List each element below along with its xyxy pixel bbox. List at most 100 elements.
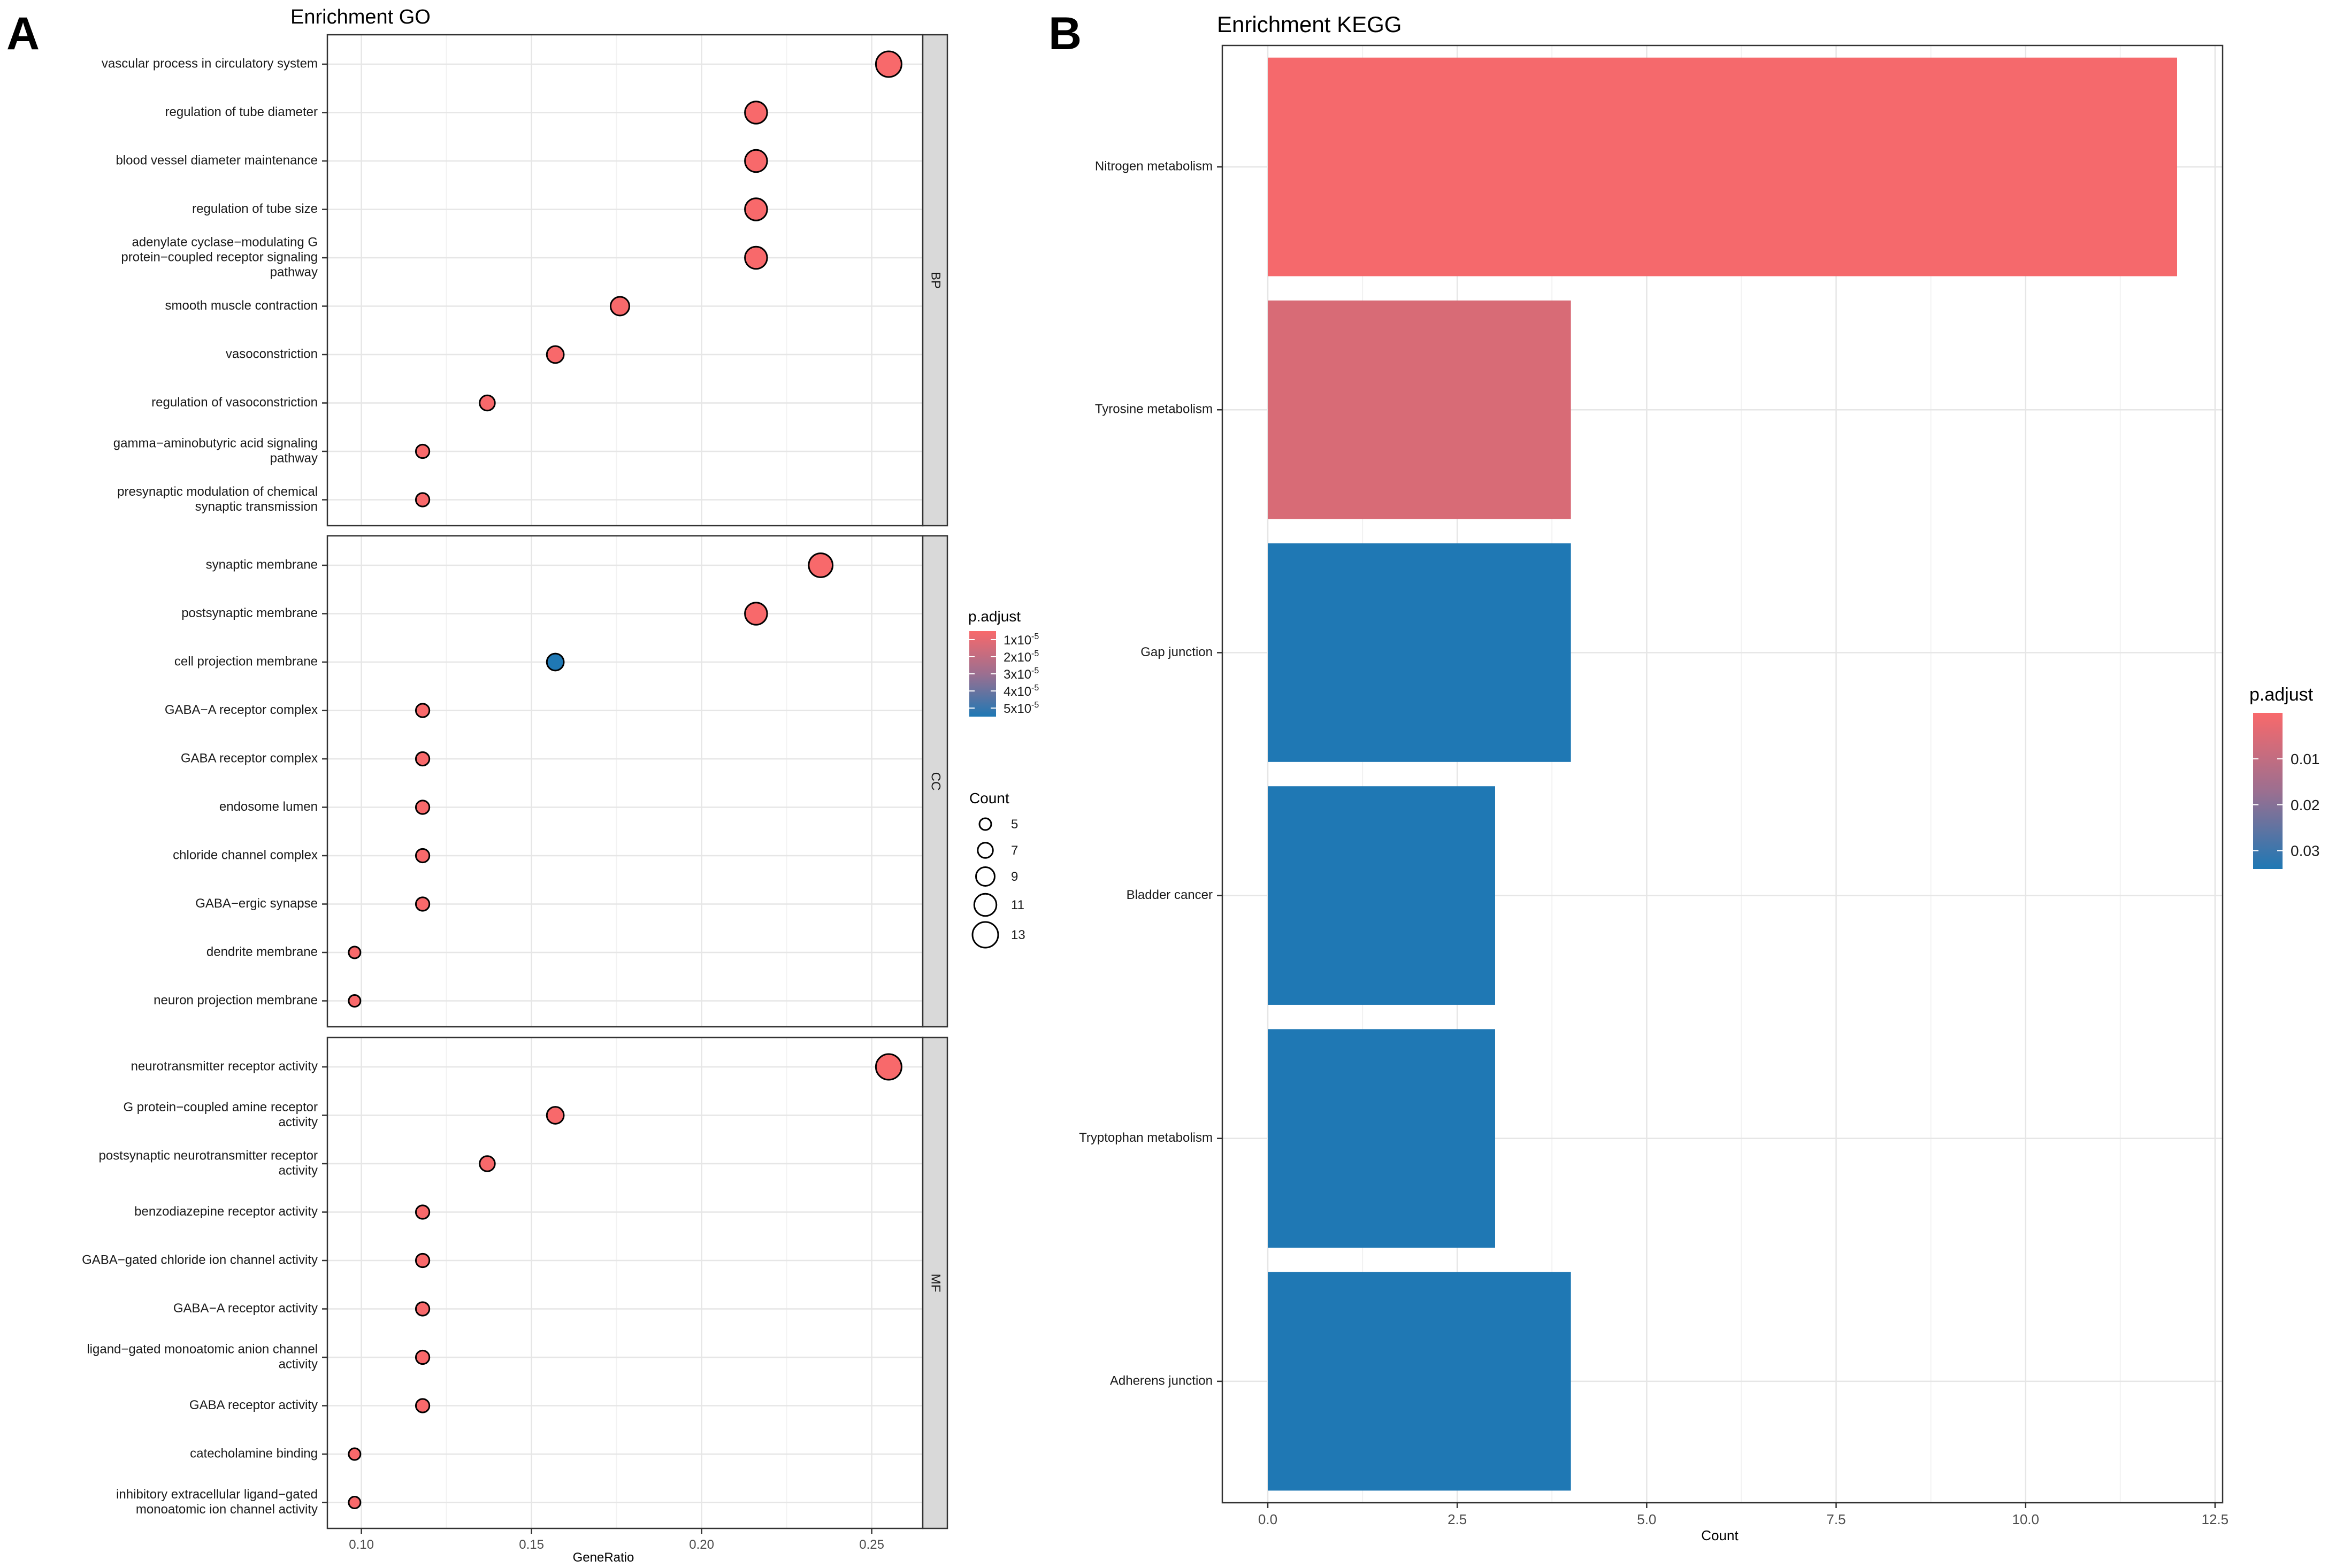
go-color-legend-title: p.adjust <box>968 608 1021 625</box>
go-term-label: smooth muscle contraction <box>165 298 318 313</box>
go-size-legend-label: 13 <box>1011 928 1025 942</box>
go-term-label: benzodiazepine receptor activity <box>134 1204 318 1219</box>
kegg-x-tick-label: 7.5 <box>1826 1511 1845 1527</box>
go-term-label: inhibitory extracellular ligand−gated <box>116 1487 318 1502</box>
go-point <box>415 848 431 864</box>
go-point <box>415 1349 431 1365</box>
go-term-label: vascular process in circulatory system <box>102 56 318 71</box>
go-point <box>348 946 362 959</box>
go-term-label: G protein−coupled amine receptor <box>123 1100 318 1114</box>
go-point <box>744 149 768 173</box>
go-size-legend-items: 5 7 9 11 13 <box>971 817 1025 949</box>
go-term-label: cell projection membrane <box>174 654 318 668</box>
go-point <box>546 652 565 672</box>
go-term-label: activity <box>279 1115 318 1129</box>
go-term-label: regulation of vasoconstriction <box>151 395 318 410</box>
go-term-label: presynaptic modulation of chemical <box>117 485 318 499</box>
go-point <box>479 394 496 412</box>
kegg-bar <box>1268 300 1571 519</box>
go-size-legend-label: 9 <box>1011 870 1018 884</box>
kegg-category-label: Gap junction <box>1140 645 1213 659</box>
go-color-legend-tick-label: 3x10-5 <box>1004 666 1039 682</box>
go-point <box>415 1252 431 1269</box>
go-term-label: regulation of tube size <box>192 202 318 216</box>
go-point <box>415 896 431 912</box>
go-size-legend-label: 5 <box>1011 817 1018 832</box>
kegg-category-label: Adherens junction <box>1110 1373 1213 1388</box>
go-size-legend-label: 11 <box>1011 898 1024 912</box>
kegg-category-label: Nitrogen metabolism <box>1095 159 1213 173</box>
go-point <box>744 245 768 270</box>
go-chart-title: Enrichment GO <box>290 6 431 28</box>
go-point <box>415 1204 431 1220</box>
go-size-legend-circle <box>975 866 995 887</box>
go-term-label: GABA−A receptor activity <box>173 1301 318 1316</box>
go-term-label: activity <box>279 1163 318 1178</box>
kegg-bar <box>1268 786 1495 1005</box>
go-point <box>348 1496 362 1509</box>
kegg-x-tick-label: 5.0 <box>1637 1511 1656 1527</box>
go-term-label: pathway <box>270 265 318 279</box>
kegg-category-labels: Nitrogen metabolism Tyrosine metabolism Ga… <box>1079 159 1222 1388</box>
kegg-chart-title: Enrichment KEGG <box>1217 12 1402 37</box>
go-x-axis: 0.10 0.15 0.20 0.25 <box>349 1528 884 1552</box>
go-facet-strip-label: MF <box>929 1274 943 1293</box>
go-term-label: vasoconstriction <box>226 347 318 361</box>
go-x-tick-label: 0.15 <box>519 1538 544 1552</box>
go-color-legend-tick-label: 2x10-5 <box>1004 649 1039 665</box>
kegg-bar <box>1268 57 2177 276</box>
panel-a-letter: A <box>6 8 40 59</box>
go-point <box>415 800 431 815</box>
go-term-label: chloride channel complex <box>173 848 318 862</box>
go-facet-panels: BP CC MF <box>326 34 948 1529</box>
go-point <box>744 101 768 125</box>
go-term-label: blood vessel diameter maintenance <box>116 153 318 167</box>
go-color-legend-tick-label: 5x10-5 <box>1004 701 1039 716</box>
go-facet-strip <box>922 535 948 1028</box>
go-size-legend-title: Count <box>969 790 1009 806</box>
go-point <box>875 50 902 78</box>
go-term-label: postsynaptic neurotransmitter receptor <box>98 1148 318 1163</box>
go-point <box>415 492 431 508</box>
go-term-label: GABA−ergic synapse <box>195 896 318 911</box>
go-term-label: regulation of tube diameter <box>165 105 318 119</box>
go-facet-strip <box>922 34 948 527</box>
go-term-label: ligand−gated monoatomic anion channel <box>87 1342 318 1356</box>
go-point <box>415 1398 431 1413</box>
go-x-tick-label: 0.20 <box>689 1538 714 1552</box>
go-point <box>744 602 768 626</box>
go-facet-panel <box>326 1036 924 1529</box>
go-point <box>875 1053 902 1081</box>
go-term-label: activity <box>279 1357 318 1371</box>
go-size-legend-circle <box>977 842 994 859</box>
go-facet-panel <box>326 535 924 1028</box>
go-size-legend: Count 5 7 9 11 13 <box>969 790 1025 949</box>
go-term-label: GABA−A receptor complex <box>165 703 318 717</box>
go-point <box>415 751 431 767</box>
go-point <box>348 994 362 1008</box>
go-points <box>348 50 902 1509</box>
go-x-tick-label: 0.10 <box>349 1538 374 1552</box>
go-term-label: catecholamine binding <box>190 1446 318 1461</box>
go-color-legend-tick-label: 1x10-5 <box>1004 632 1039 648</box>
go-term-label: GABA−gated chloride ion channel activity <box>82 1252 318 1267</box>
go-point <box>415 1301 431 1317</box>
go-size-legend-label: 7 <box>1011 843 1018 858</box>
go-point <box>744 197 768 221</box>
kegg-bar <box>1268 543 1571 762</box>
go-x-tick-label: 0.25 <box>859 1538 884 1552</box>
kegg-x-tick-label: 12.5 <box>2202 1511 2229 1527</box>
kegg-category-label: Tyrosine metabolism <box>1095 402 1213 417</box>
panel-b-letter: B <box>1048 8 1082 59</box>
go-term-label: pathway <box>270 451 318 465</box>
kegg-color-legend-tick-label: 0.01 <box>2291 751 2320 767</box>
go-term-label: endosome lumen <box>219 800 318 814</box>
kegg-color-legend-tick-label: 0.02 <box>2291 797 2320 813</box>
go-point <box>546 1106 565 1125</box>
go-facet-strip-label: BP <box>929 272 943 289</box>
go-x-axis-label: GeneRatio <box>573 1550 634 1565</box>
kegg-color-legend-tick-label: 0.03 <box>2291 843 2320 859</box>
